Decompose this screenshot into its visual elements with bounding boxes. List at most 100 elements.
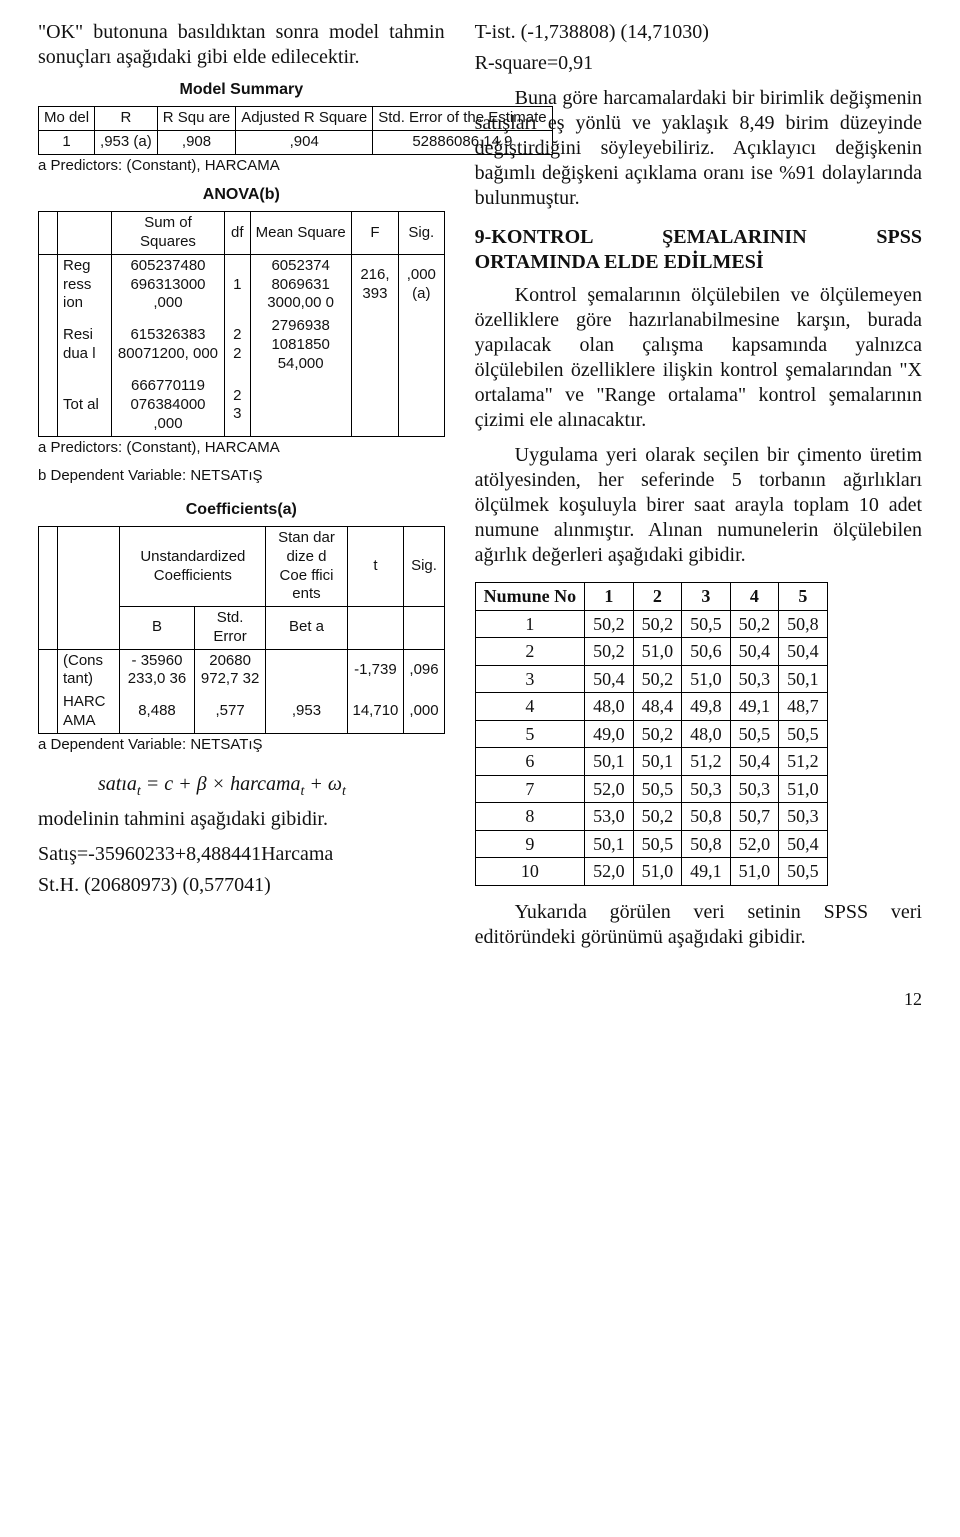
anova-title: ANOVA(b) — [38, 185, 445, 205]
an-h-f: F — [351, 212, 398, 255]
table-cell: 50,4 — [779, 830, 828, 858]
co-r2-se: ,577 — [194, 691, 266, 733]
co-h-std: Stan dar dize d Coe ffici ents — [266, 527, 347, 607]
table-cell: 50,7 — [730, 803, 779, 831]
ms-h-model: Mo del — [39, 107, 95, 131]
para4: Yukarıda görülen veri setinin SPSS veri … — [475, 900, 922, 950]
table-cell: 50,1 — [585, 830, 634, 858]
co-h-t: t — [347, 527, 404, 607]
table-cell: 48,7 — [779, 693, 828, 721]
sth-line: St.H. (20680973) (0,577041) — [38, 873, 445, 898]
co-r1-beta — [266, 649, 347, 691]
an-note2: b Dependent Variable: NETSATıŞ — [38, 467, 445, 486]
satis-line: Satış=-35960233+8,488441Harcama — [38, 842, 445, 867]
para1: Buna göre harcamalardaki bir birimlik de… — [475, 86, 922, 211]
table-cell: 1 — [475, 610, 585, 638]
co-h-se: Std. Error — [194, 607, 266, 650]
an-r2-lbl: Resi dua l — [58, 315, 112, 375]
page-number: 12 — [38, 988, 922, 1011]
tist-line: T-ist. (-1,738808) (14,71030) — [475, 20, 922, 45]
nu-h2: 2 — [633, 583, 682, 611]
table-cell: 50,3 — [682, 775, 731, 803]
an-h-ms: Mean Square — [250, 212, 351, 255]
table-cell: 50,4 — [730, 748, 779, 776]
table-cell: 50,5 — [730, 720, 779, 748]
table-cell: 5 — [475, 720, 585, 748]
table-cell: 48,0 — [585, 693, 634, 721]
an-r3-df: 2 3 — [225, 375, 251, 436]
table-cell: 4 — [475, 693, 585, 721]
table-cell: 3 — [475, 665, 585, 693]
table-cell: 8 — [475, 803, 585, 831]
an-note1: a Predictors: (Constant), HARCAMA — [38, 439, 445, 458]
ms-r1-rsq: ,908 — [157, 130, 236, 154]
co-r2-lbl: HARC AMA — [58, 691, 120, 733]
table-cell: 50,1 — [585, 748, 634, 776]
para2: Kontrol şemalarının ölçülebilen ve ölçül… — [475, 283, 922, 433]
model-summary-title: Model Summary — [38, 80, 445, 100]
table-cell: 51,0 — [633, 858, 682, 886]
nu-h4: 4 — [730, 583, 779, 611]
table-cell: 51,0 — [730, 858, 779, 886]
table-cell: 50,2 — [633, 720, 682, 748]
ms-r1-r: ,953 (a) — [95, 130, 158, 154]
ms-r1-adj: ,904 — [236, 130, 373, 154]
numune-table: Numune No 1 2 3 4 5 150,250,250,550,250,… — [475, 582, 828, 886]
rsq-line: R-square=0,91 — [475, 51, 922, 76]
table-cell: 51,2 — [779, 748, 828, 776]
co-h-sig: Sig. — [404, 527, 444, 607]
ms-h-r: R — [95, 107, 158, 131]
table-cell: 50,5 — [682, 610, 731, 638]
co-r1-se: 20680 972,7 32 — [194, 649, 266, 691]
table-cell: 51,0 — [633, 638, 682, 666]
table-cell: 50,1 — [779, 665, 828, 693]
co-r1-t: -1,739 — [347, 649, 404, 691]
table-cell: 50,2 — [730, 610, 779, 638]
table-cell: 10 — [475, 858, 585, 886]
co-h-b: B — [120, 607, 194, 650]
coef-table: Unstandardized Coefficients Stan dar diz… — [38, 526, 445, 734]
an-r2-df: 2 2 — [225, 315, 251, 375]
co-r1-sig: ,096 — [404, 649, 444, 691]
co-r1-lbl: (Cons tant) — [58, 649, 120, 691]
nu-h-no: Numune No — [475, 583, 585, 611]
intro-paragraph: "OK" butonuna basıldıktan sonra model ta… — [38, 20, 445, 70]
an-r1-ss: 605237480 696313000 ,000 — [111, 254, 224, 315]
an-r3-ss: 666770119 076384000 ,000 — [111, 375, 224, 436]
co-r2-b: 8,488 — [120, 691, 194, 733]
an-r2-ms: 2796938 1081850 54,000 — [250, 315, 351, 375]
table-cell: 50,5 — [779, 858, 828, 886]
table-cell: 49,0 — [585, 720, 634, 748]
table-cell: 50,2 — [633, 665, 682, 693]
ms-r1-model: 1 — [39, 130, 95, 154]
an-r1-ms: 6052374 8069631 3000,00 0 — [250, 254, 351, 315]
table-cell: 48,0 — [682, 720, 731, 748]
table-cell: 49,1 — [730, 693, 779, 721]
table-cell: 50,8 — [682, 830, 731, 858]
co-r1-b: - 35960 233,0 36 — [120, 649, 194, 691]
an-r2-ss: 615326383 80071200, 000 — [111, 315, 224, 375]
table-cell: 50,3 — [730, 665, 779, 693]
table-cell: 49,1 — [682, 858, 731, 886]
ms-h-rsq: R Squ are — [157, 107, 236, 131]
regression-eq: satıat = c + β × harcamat + ωt — [98, 772, 445, 801]
table-cell: 9 — [475, 830, 585, 858]
table-cell: 50,6 — [682, 638, 731, 666]
table-cell: 50,3 — [730, 775, 779, 803]
co-note: a Dependent Variable: NETSATıŞ — [38, 736, 445, 755]
co-r2-beta: ,953 — [266, 691, 347, 733]
table-cell: 50,2 — [633, 610, 682, 638]
an-r3-lbl: Tot al — [58, 375, 112, 436]
table-cell: 50,4 — [779, 638, 828, 666]
ms-h-adj: Adjusted R Square — [236, 107, 373, 131]
section9-title: 9-KONTROL ŞEMALARININ SPSS ORTAMINDA ELD… — [475, 225, 922, 275]
co-r2-sig: ,000 — [404, 691, 444, 733]
table-cell: 50,8 — [682, 803, 731, 831]
table-cell: 50,8 — [779, 610, 828, 638]
an-h-ss: Sum of Squares — [111, 212, 224, 255]
co-h-beta: Bet a — [266, 607, 347, 650]
an-r1-f: 216, 393 — [351, 254, 398, 315]
table-cell: 2 — [475, 638, 585, 666]
nu-h3: 3 — [682, 583, 731, 611]
table-cell: 50,1 — [633, 748, 682, 776]
